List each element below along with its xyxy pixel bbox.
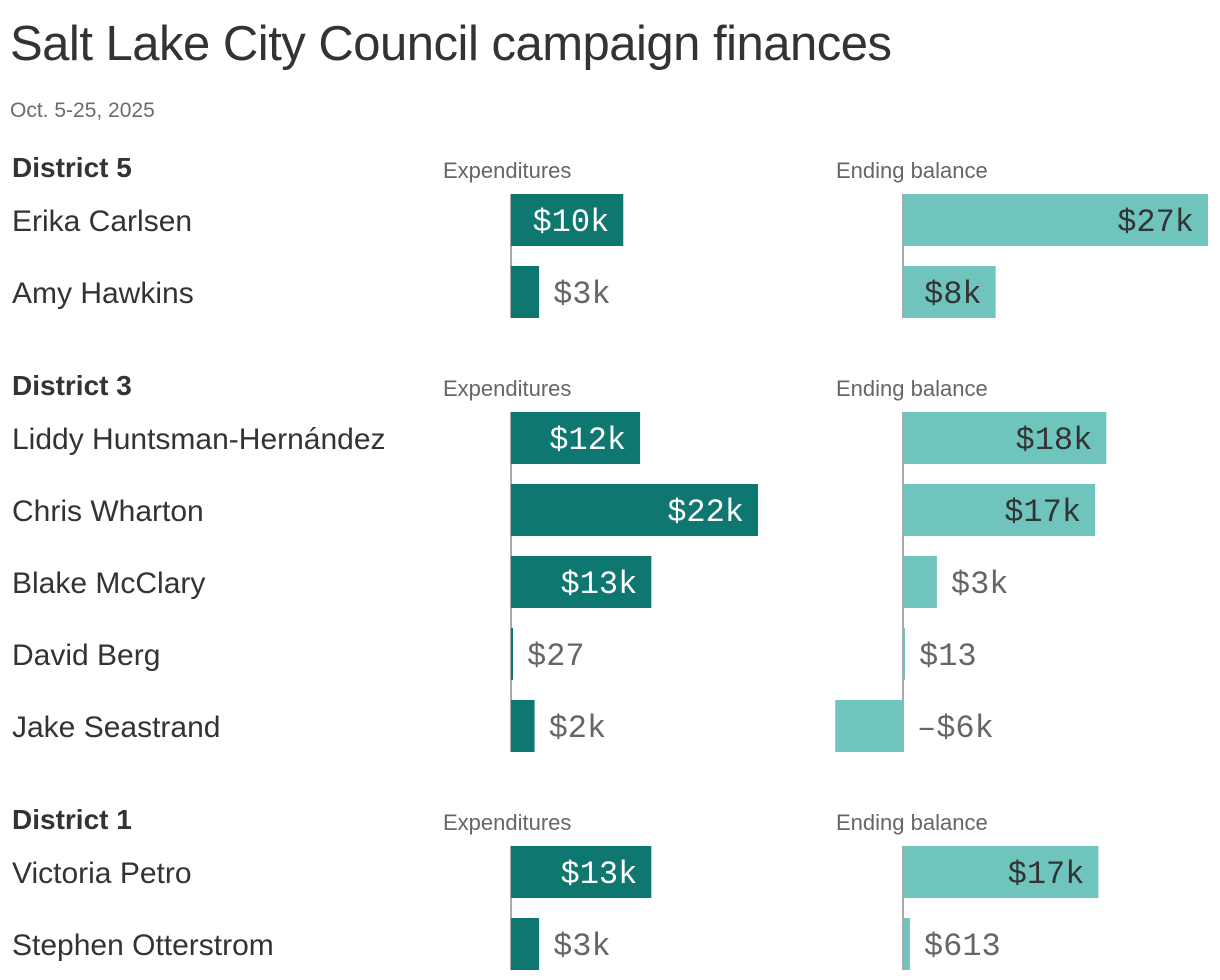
ending-balance-value-label: $17k	[1004, 494, 1081, 531]
ending-balance-bar	[835, 700, 903, 752]
expenditures-value-label: $2k	[549, 710, 607, 747]
expenditures-bar	[511, 628, 513, 680]
ending-balance-bar	[903, 556, 937, 608]
ending-balance-bar	[903, 484, 1096, 536]
candidate-name: Erika Carlsen	[12, 205, 192, 238]
expenditures-value-label: $13k	[561, 856, 638, 893]
ending-balance-header: Ending balance	[836, 376, 988, 401]
expenditures-header: Expenditures	[443, 158, 571, 183]
ending-balance-bar	[903, 846, 1099, 898]
ending-balance-value-label: $13	[919, 638, 977, 675]
expenditures-bar	[511, 412, 641, 464]
ending-balance-bar	[903, 266, 996, 318]
expenditures-bar	[511, 194, 624, 246]
expenditures-value-label: $27	[527, 638, 585, 675]
candidate-name: Amy Hawkins	[12, 277, 194, 310]
expenditures-header: Expenditures	[443, 810, 571, 835]
expenditures-value-label: $12k	[549, 422, 626, 459]
expenditures-bar	[511, 918, 540, 970]
chart-subtitle: Oct. 5-25, 2025	[10, 99, 155, 122]
candidate-name: Chris Wharton	[12, 495, 204, 528]
ending-balance-value-label: –$6k	[917, 710, 994, 747]
expenditures-bar	[511, 484, 758, 536]
ending-balance-bar	[903, 194, 1208, 246]
ending-balance-value-label: $27k	[1117, 204, 1194, 241]
expenditures-bar	[511, 700, 535, 752]
candidate-name: Stephen Otterstrom	[12, 929, 274, 962]
ending-balance-value-label: $17k	[1008, 856, 1085, 893]
expenditures-header: Expenditures	[443, 376, 571, 401]
ending-balance-bar	[903, 412, 1107, 464]
candidate-name: Victoria Petro	[12, 857, 192, 890]
expenditures-value-label: $3k	[553, 276, 611, 313]
district-label: District 3	[12, 370, 132, 401]
candidate-name: Liddy Huntsman-Hernández	[12, 423, 386, 456]
ending-balance-value-label: $18k	[1016, 422, 1093, 459]
ending-balance-bar	[903, 918, 910, 970]
ending-balance-header: Ending balance	[836, 810, 988, 835]
ending-balance-value-label: $8k	[924, 276, 982, 313]
expenditures-bar	[511, 556, 652, 608]
candidate-name: Jake Seastrand	[12, 711, 220, 744]
expenditures-value-label: $10k	[532, 204, 609, 241]
candidate-name: David Berg	[12, 639, 160, 672]
chart-title: Salt Lake City Council campaign finances	[10, 17, 892, 71]
ending-balance-value-label: $613	[924, 928, 1001, 965]
district-label: District 1	[12, 804, 132, 835]
ending-balance-bar	[903, 628, 905, 680]
candidate-name: Blake McClary	[12, 567, 205, 600]
expenditures-bar	[511, 846, 652, 898]
expenditures-bar	[511, 266, 540, 318]
district-label: District 5	[12, 152, 132, 183]
expenditures-value-label: $3k	[553, 928, 611, 965]
expenditures-value-label: $13k	[561, 566, 638, 603]
ending-balance-value-label: $3k	[951, 566, 1009, 603]
ending-balance-header: Ending balance	[836, 158, 988, 183]
expenditures-value-label: $22k	[667, 494, 744, 531]
